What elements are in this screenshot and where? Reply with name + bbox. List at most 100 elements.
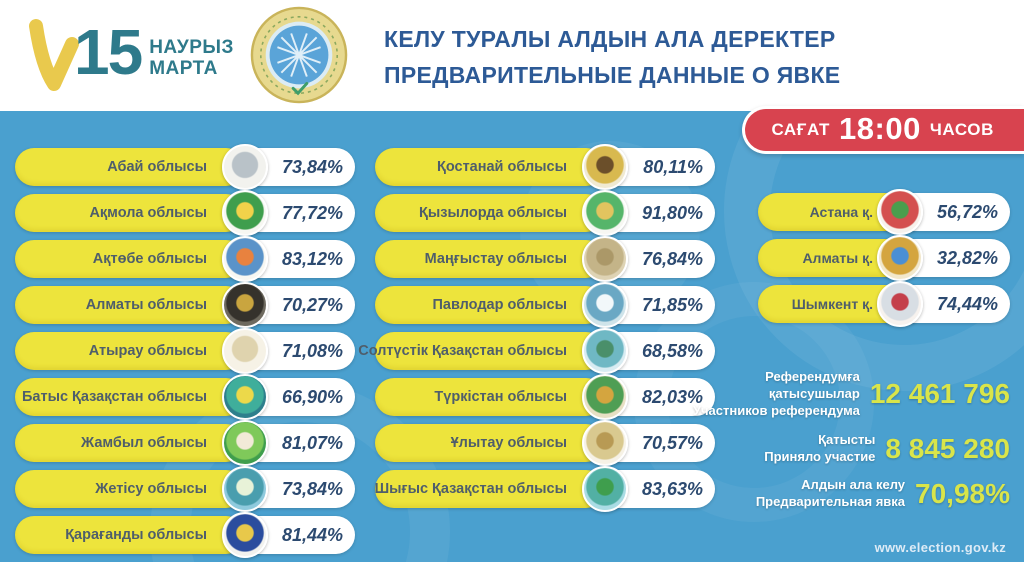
region-turnout-value: 74,44% xyxy=(936,293,998,314)
column-right: Астана қ. 56,72% Алматы қ. 32,82% Шымкен… xyxy=(758,189,1010,331)
stat-value: 8 845 280 xyxy=(885,432,1010,464)
zhetisu-region-emblem-icon xyxy=(222,466,268,512)
stat-value: 12 461 796 xyxy=(869,378,1010,410)
checkmark-icon xyxy=(29,19,79,91)
region-turnout-value: 73,84% xyxy=(281,156,343,177)
abay-region-emblem-icon xyxy=(222,144,268,190)
mangystau-region-emblem-icon xyxy=(582,236,628,282)
region-name: Батыс Қазақстан облысы xyxy=(21,389,207,405)
qaragandy-region-emblem-icon xyxy=(222,512,268,558)
stat-label-ru: Предварительная явка xyxy=(755,494,906,510)
region-row: Маңғыстау облысы 76,84% xyxy=(375,236,715,282)
region-row: Жамбыл облысы 81,07% xyxy=(15,420,355,466)
region-name-pill: Қарағанды облысы xyxy=(15,516,245,554)
time-badge: САҒАТ 18:00 ЧАСОВ xyxy=(742,106,1024,154)
region-name: Қостанай облысы xyxy=(436,159,567,175)
region-name: Астана қ. xyxy=(809,204,873,220)
zhambyl-region-emblem-icon xyxy=(222,420,268,466)
region-name-pill: Павлодар облысы xyxy=(375,286,605,324)
time-suffix: ЧАСОВ xyxy=(929,120,994,139)
region-name: Ақтөбе облысы xyxy=(92,251,207,267)
region-name-pill: Солтүстік Қазақстан облысы xyxy=(358,332,605,370)
region-turnout-value: 81,44% xyxy=(281,524,343,545)
region-name: Қызылорда облысы xyxy=(419,205,567,221)
region-name: Түркістан облысы xyxy=(434,389,567,405)
soltustik-qazaqstan-emblem-icon xyxy=(582,328,628,374)
region-turnout-value: 77,72% xyxy=(281,202,343,223)
region-name: Ұлытау облысы xyxy=(450,435,567,451)
almaty-city-emblem-icon xyxy=(877,235,923,281)
region-name: Шығыс Қазақстан облысы xyxy=(374,481,567,497)
stat-participants: Референдумға қатысушылар Участников рефе… xyxy=(690,369,1010,420)
region-turnout-value: 76,84% xyxy=(641,248,703,269)
region-row: Ақмола облысы 77,72% xyxy=(15,190,355,236)
time-value: 18:00 xyxy=(839,111,921,146)
results-board: Абай облысы 73,84% Ақмола облысы 77,72% … xyxy=(0,31,1024,562)
region-row: Батыс Қазақстан облысы 66,90% xyxy=(15,374,355,420)
region-name: Шымкент қ. xyxy=(791,296,873,312)
region-name-pill: Ұлытау облысы xyxy=(375,424,605,462)
batys-qazaqstan-emblem-icon xyxy=(222,374,268,420)
region-turnout-value: 82,03% xyxy=(641,386,703,407)
region-row: Ұлытау облысы 70,57% xyxy=(375,420,715,466)
region-name-pill: Атырау облысы xyxy=(15,332,245,370)
region-name-pill: Түркістан облысы xyxy=(375,378,605,416)
region-name-pill: Жетісу облысы xyxy=(15,470,245,508)
qyzylorda-region-emblem-icon xyxy=(582,190,628,236)
region-turnout-value: 83,12% xyxy=(281,248,343,269)
region-row: Абай облысы 73,84% xyxy=(15,144,355,190)
title-russian: ПРЕДВАРИТЕЛЬНЫЕ ДАННЫЕ О ЯВКЕ xyxy=(384,61,841,88)
region-row: Шымкент қ. 74,44% xyxy=(758,281,1010,327)
region-turnout-value: 70,57% xyxy=(641,432,703,453)
title-kazakh: КЕЛУ ТУРАЛЫ АЛДЫН АЛА ДЕРЕКТЕР xyxy=(384,26,836,52)
column-left: Абай облысы 73,84% Ақмола облысы 77,72% … xyxy=(15,144,355,562)
region-turnout-value: 70,27% xyxy=(281,294,343,315)
almaty-region-emblem-icon xyxy=(222,282,268,328)
region-row: Қызылорда облысы 91,80% xyxy=(375,190,715,236)
region-row: Қарағанды облысы 81,44% xyxy=(15,512,355,558)
region-name-pill: Алматы облысы xyxy=(15,286,245,324)
region-row: Ақтөбе облысы 83,12% xyxy=(15,236,355,282)
region-name-pill: Ақтөбе облысы xyxy=(15,240,245,278)
region-name: Маңғыстау облысы xyxy=(424,251,567,267)
region-name-pill: Жамбыл облысы xyxy=(15,424,245,462)
region-row: Шығыс Қазақстан облысы 83,63% xyxy=(375,466,715,512)
shymkent-city-emblem-icon xyxy=(877,281,923,327)
logo-month-kk: НАУРЫЗ xyxy=(149,37,234,58)
column-middle: Қостанай облысы 80,11% Қызылорда облысы … xyxy=(358,144,715,516)
region-turnout-value: 81,07% xyxy=(281,432,343,453)
page-title: КЕЛУ ТУРАЛЫ АЛДЫН АЛА ДЕРЕКТЕР ПРЕДВАРИТ… xyxy=(384,22,840,93)
region-name-pill: Шығыс Қазақстан облысы xyxy=(375,470,605,508)
region-name: Жамбыл облысы xyxy=(81,435,207,451)
turkistan-region-emblem-icon xyxy=(582,374,628,420)
region-row: Атырау облысы 71,08% xyxy=(15,328,355,374)
region-turnout-value: 71,08% xyxy=(281,340,343,361)
region-name: Алматы облысы xyxy=(85,297,207,313)
region-turnout-value: 83,63% xyxy=(641,478,703,499)
region-row: Астана қ. 56,72% xyxy=(758,189,1010,235)
logo-day: 15 xyxy=(74,16,143,88)
website-link[interactable]: www.election.gov.kz xyxy=(874,540,1006,555)
region-name-pill: Батыс Қазақстан облысы xyxy=(15,378,245,416)
region-row: Түркістан облысы 82,03% xyxy=(375,374,715,420)
region-name-pill: Қызылорда облысы xyxy=(375,194,605,232)
stat-label-ru: Приняло участие xyxy=(764,448,876,464)
region-turnout-value: 66,90% xyxy=(281,386,343,407)
region-turnout-value: 32,82% xyxy=(936,247,998,268)
header: 15 НАУРЫЗ МАРТА xyxy=(0,0,1024,111)
region-name: Қарағанды облысы xyxy=(65,527,207,543)
region-row: Павлодар облысы 71,85% xyxy=(375,282,715,328)
region-name: Павлодар облысы xyxy=(432,297,567,313)
atyrau-region-emblem-icon xyxy=(222,328,268,374)
stat-value: 70,98% xyxy=(915,478,1010,510)
cec-emblem-icon xyxy=(250,6,348,104)
region-row: Алматы қ. 32,82% xyxy=(758,235,1010,281)
region-row: Алматы облысы 70,27% xyxy=(15,282,355,328)
region-name-pill: Абай облысы xyxy=(15,148,245,186)
region-turnout-value: 56,72% xyxy=(936,201,998,222)
stat-turnout: Алдын ала келу Предварительная явка 70,9… xyxy=(756,477,1010,511)
ulytau-region-emblem-icon xyxy=(582,420,628,466)
logo-month-ru: МАРТА xyxy=(149,57,218,79)
logo-month: НАУРЫЗ МАРТА xyxy=(149,37,234,80)
region-name: Алматы қ. xyxy=(802,250,873,266)
